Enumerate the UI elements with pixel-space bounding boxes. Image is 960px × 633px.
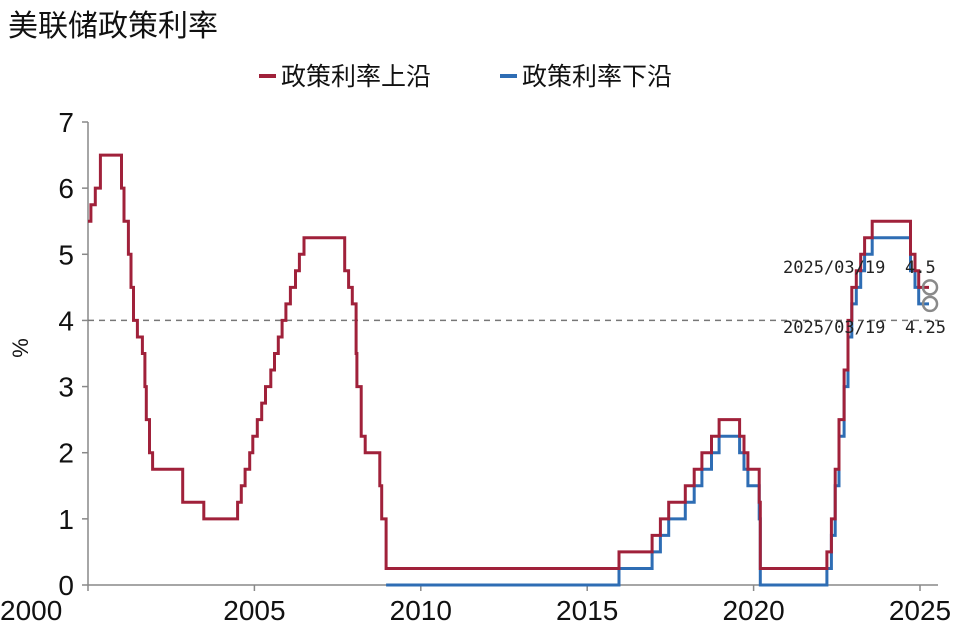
annotation-lower-date: 2025/03/19 — [783, 318, 885, 338]
x-tick-label: 2025 — [889, 595, 951, 626]
y-axis-label: % — [8, 338, 33, 358]
legend-item-upper: 政策利率上沿 — [259, 62, 431, 91]
series-layer — [88, 153, 929, 587]
series-upper-line — [88, 153, 929, 570]
y-tick-label: 5 — [58, 239, 74, 270]
legend: 政策利率上沿 政策利率下沿 — [259, 62, 672, 91]
x-tick-label: 2010 — [390, 595, 452, 626]
annotation-upper-date: 2025/03/19 — [783, 258, 885, 278]
y-tick-label: 2 — [58, 438, 74, 469]
annotation-layer: 2025/03/19 4.5 2025/03/19 4.25 — [783, 258, 946, 338]
x-tick-label: 2020 — [722, 595, 784, 626]
legend-label-upper: 政策利率上沿 — [281, 62, 431, 91]
legend-label-lower: 政策利率下沿 — [522, 62, 672, 91]
y-tick-label: 7 — [58, 107, 74, 138]
y-tick-label: 4 — [58, 305, 74, 336]
legend-item-lower: 政策利率下沿 — [500, 62, 672, 91]
x-tick-label: 2000 — [0, 595, 62, 626]
y-tick-label: 1 — [58, 504, 74, 535]
y-tick-label: 3 — [58, 372, 74, 403]
annotation-upper-value: 4.5 — [905, 258, 936, 278]
annotation-lower-marker — [921, 295, 939, 313]
x-tick-label: 2005 — [223, 595, 285, 626]
axes: 0 1 2 3 4 5 6 7 2000 2005 2010 2015 2020 2025 — [0, 107, 951, 626]
y-tick-label: 0 — [58, 570, 74, 601]
series-lower-line — [386, 236, 929, 587]
x-tick-label: 2015 — [556, 595, 618, 626]
annotation-lower-value: 4.25 — [905, 318, 946, 338]
y-tick-label: 6 — [58, 173, 74, 204]
chart-title: 美联储政策利率 — [8, 9, 218, 44]
annotation-upper-marker — [921, 279, 939, 296]
